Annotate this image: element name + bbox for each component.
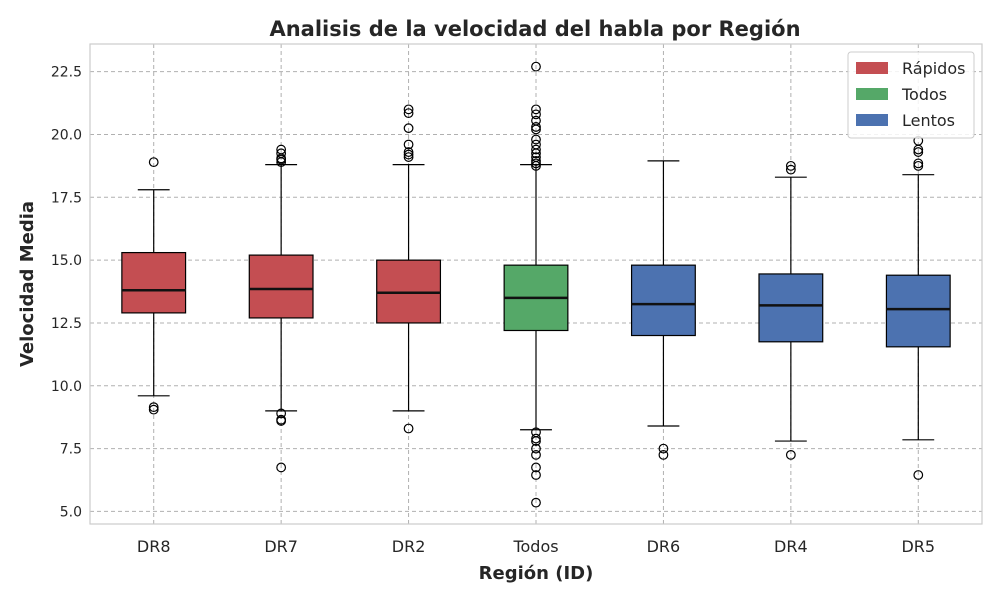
box-dr2 [376,104,442,434]
outlier-point [276,148,287,159]
outlier-point [531,115,541,126]
box-dr6 [630,160,696,460]
box-dr8 [121,157,187,415]
outlier-point [531,139,541,150]
outlier-point [531,104,541,115]
y-tick-label: 20.0 [51,127,82,143]
outlier-point [531,443,541,454]
y-tick-label: 15.0 [51,253,82,269]
outlier-point [403,147,414,157]
legend-swatch [856,62,888,74]
outlier-point [148,157,159,168]
outlier-point [531,134,541,145]
y-tick-label: 5.0 [60,504,82,520]
legend-label: Todos [901,85,947,104]
tick-labels: 5.0 7.5 10.0 12.5 15.0 17.5 20.0 22.5 DR8 DR7 DR2 T… [51,65,935,556]
box-dr5 [885,135,951,480]
outlier-point [531,497,541,508]
chart-title: Analisis de la velocidad del habla por R… [269,17,800,41]
outlier-point [531,61,541,72]
outlier-point [531,470,541,480]
outlier-point [403,152,414,162]
y-tick-label: 17.5 [51,190,82,206]
outlier-point [531,122,541,132]
outlier-point [403,123,414,134]
outlier-point [531,158,541,169]
outlier-point [403,149,414,160]
outlier-point [276,144,287,155]
outlier-point [531,449,541,460]
y-tick-label: 7.5 [60,442,82,458]
box-body [758,273,824,343]
x-tick-label: DR4 [774,537,808,556]
outlier-point [658,449,669,460]
x-tick-label: DR5 [901,537,935,556]
y-tick-label: 22.5 [51,65,82,81]
outlier-point [403,104,414,115]
outlier-point [276,414,287,425]
outlier-point [913,158,924,169]
boxes [121,61,951,508]
outlier-point [913,470,924,480]
box-body [376,259,442,324]
legend-swatch [856,114,888,126]
outlier-point [531,433,541,444]
box-body [885,274,951,348]
outlier-point [403,139,414,150]
outlier-point [276,462,287,473]
outlier-point [658,443,669,454]
legend: Rápidos Todos Lentos [847,51,975,139]
x-tick-label: DR6 [647,537,681,556]
box-body [121,251,187,314]
outlier-point [913,160,924,171]
legend-label: Lentos [902,111,955,130]
y-tick-label: 12.5 [51,316,82,332]
outlier-point [785,164,796,175]
outlier-point [403,423,414,434]
y-axis-title: Velocidad Media [17,201,38,367]
y-tick-label: 10.0 [51,379,82,395]
outlier-point [531,144,541,155]
outlier-point [276,408,287,419]
outlier-point [531,155,541,166]
outlier-point [148,404,159,415]
box-body [630,264,696,337]
x-tick-label: DR2 [392,537,426,556]
outlier-point [531,427,541,438]
x-tick-label: Todos [512,537,558,556]
box-dr7 [248,144,314,473]
outlier-point [913,147,924,157]
outlier-point [148,402,159,413]
x-tick-label: DR8 [137,537,171,556]
box-body [248,254,314,319]
outlier-point [403,108,414,119]
plot-area-frame [89,43,983,525]
outlier-point [531,109,541,120]
box-todos [503,61,569,508]
outlier-point [531,152,541,162]
outlier-point [785,449,796,460]
legend-swatch [856,88,888,100]
legend-label: Rápidos [902,59,965,78]
box-dr4 [758,160,824,460]
x-axis-title: Región (ID) [479,563,594,584]
x-tick-label: DR7 [264,537,298,556]
outlier-point [531,462,541,473]
outlier-point [785,160,796,171]
